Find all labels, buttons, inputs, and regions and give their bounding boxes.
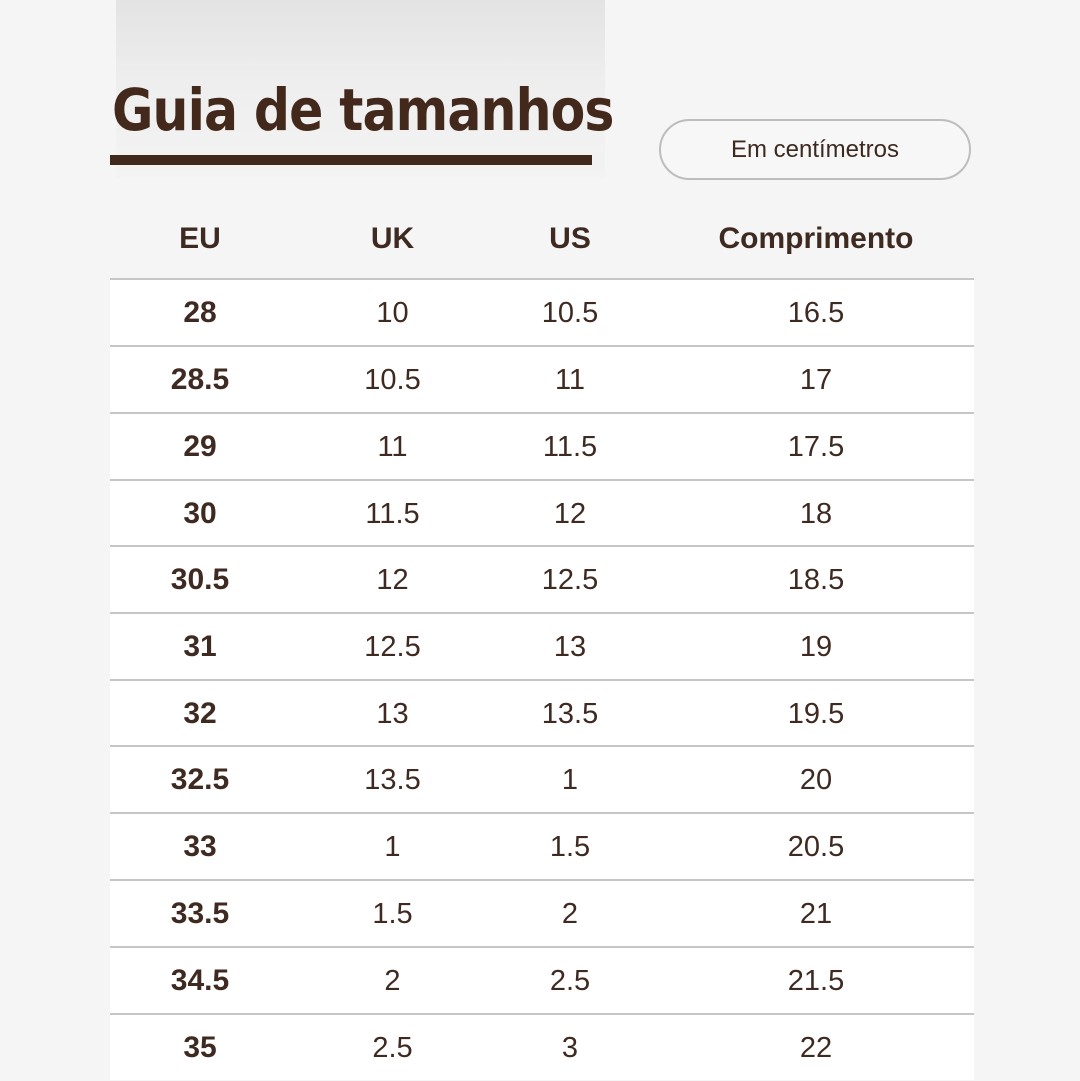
table-row: 35 2.5 3 22 bbox=[110, 1013, 974, 1080]
length-cell: 21 bbox=[799, 898, 833, 930]
eu-size-cell: 28.5 bbox=[170, 363, 230, 396]
uk-size-cell: 1.5 bbox=[372, 898, 413, 930]
eu-size-cell: 30 bbox=[183, 497, 217, 530]
us-size-cell: 12 bbox=[553, 498, 587, 530]
us-size-cell: 1.5 bbox=[549, 831, 591, 863]
table-row: 29 11 11.5 17.5 bbox=[110, 412, 974, 479]
us-size-cell: 10.5 bbox=[541, 297, 599, 329]
length-cell: 20.5 bbox=[787, 831, 845, 863]
eu-size-cell: 34.5 bbox=[170, 964, 230, 997]
uk-size-cell: 13 bbox=[376, 698, 409, 730]
uk-size-cell: 12 bbox=[376, 564, 409, 596]
table-row: 28 10 10.5 16.5 bbox=[110, 278, 974, 345]
uk-size-cell: 2 bbox=[384, 965, 401, 997]
table-row: 31 12.5 13 19 bbox=[110, 612, 974, 679]
uk-size-cell: 12.5 bbox=[364, 631, 421, 663]
table-header: EU UK US Comprimento bbox=[110, 210, 975, 268]
length-cell: 18.5 bbox=[787, 564, 845, 596]
us-size-cell: 2.5 bbox=[549, 965, 591, 997]
length-cell: 17.5 bbox=[787, 431, 845, 463]
eu-size-cell: 32.5 bbox=[170, 763, 230, 796]
uk-size-cell: 11 bbox=[377, 431, 408, 463]
table-row: 32.5 13.5 1 20 bbox=[110, 745, 974, 812]
header-length: Comprimento bbox=[718, 222, 914, 255]
us-size-cell: 13.5 bbox=[541, 698, 599, 730]
uk-size-cell: 2.5 bbox=[372, 1032, 413, 1064]
eu-size-cell: 35 bbox=[183, 1031, 217, 1064]
length-cell: 16.5 bbox=[787, 297, 845, 329]
us-size-cell: 3 bbox=[561, 1032, 579, 1064]
table-row: 33 1 1.5 20.5 bbox=[110, 812, 974, 879]
uk-size-cell: 10 bbox=[376, 297, 409, 329]
eu-size-cell: 31 bbox=[183, 630, 217, 663]
uk-size-cell: 13.5 bbox=[364, 764, 421, 796]
us-size-cell: 13 bbox=[553, 631, 587, 663]
uk-size-cell: 1 bbox=[384, 831, 401, 863]
uk-size-cell: 11.5 bbox=[365, 498, 420, 530]
us-size-cell: 1 bbox=[561, 764, 579, 796]
eu-size-cell: 28 bbox=[183, 296, 217, 329]
length-cell: 17 bbox=[799, 364, 833, 396]
unit-badge: Em centímetros bbox=[659, 119, 971, 180]
length-cell: 19.5 bbox=[787, 698, 845, 730]
us-size-cell: 2 bbox=[561, 898, 579, 930]
table-row: 28.5 10.5 11 17 bbox=[110, 345, 974, 412]
header-eu: EU bbox=[179, 222, 221, 255]
table-row: 33.5 1.5 2 21 bbox=[110, 879, 974, 946]
us-size-cell: 11 bbox=[554, 364, 586, 396]
table-row: 34.5 2 2.5 21.5 bbox=[110, 946, 974, 1013]
length-cell: 21.5 bbox=[787, 965, 845, 997]
size-table: 28 10 10.5 16.5 28.5 10.5 11 17 29 11 11… bbox=[110, 278, 974, 1080]
length-cell: 18 bbox=[799, 498, 833, 530]
header-uk: UK bbox=[370, 222, 415, 255]
us-size-cell: 11.5 bbox=[542, 431, 598, 463]
header-us: US bbox=[549, 222, 591, 255]
table-row: 30.5 12 12.5 18.5 bbox=[110, 545, 974, 612]
length-cell: 20 bbox=[799, 764, 833, 796]
eu-size-cell: 33 bbox=[183, 830, 217, 863]
title-panel bbox=[116, 0, 605, 178]
title-underline bbox=[110, 155, 592, 165]
eu-size-cell: 33.5 bbox=[170, 897, 230, 930]
page-title: Guia de tamanhos bbox=[112, 76, 614, 144]
table-row: 32 13 13.5 19.5 bbox=[110, 679, 974, 745]
length-cell: 22 bbox=[799, 1032, 833, 1064]
eu-size-cell: 30.5 bbox=[170, 563, 230, 596]
length-cell: 19 bbox=[799, 631, 833, 663]
eu-size-cell: 32 bbox=[183, 697, 217, 730]
table-row: 30 11.5 12 18 bbox=[110, 479, 974, 545]
eu-size-cell: 29 bbox=[183, 430, 217, 463]
uk-size-cell: 10.5 bbox=[364, 364, 421, 396]
us-size-cell: 12.5 bbox=[541, 564, 599, 596]
